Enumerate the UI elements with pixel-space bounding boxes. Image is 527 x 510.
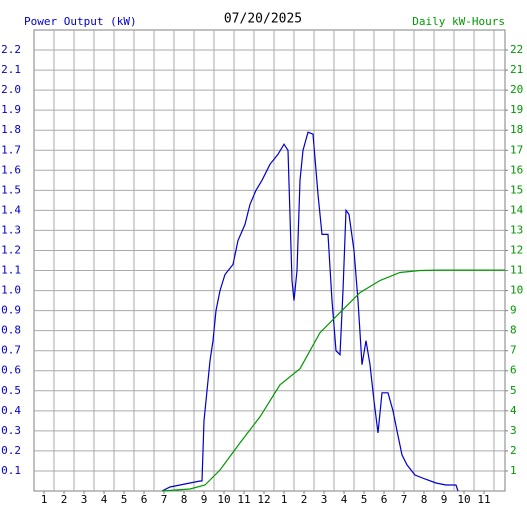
y2-tick-label: 1 <box>510 464 517 477</box>
x-tick-label: 2 <box>301 493 308 506</box>
y-tick-label: 0.4 <box>1 404 21 417</box>
y2-tick-label: 19 <box>510 103 523 116</box>
y-tick-label: 1.3 <box>1 223 21 236</box>
y2-tick-label: 3 <box>510 424 517 437</box>
y-tick-label: 2.2 <box>1 43 21 56</box>
y-tick-label: 0.3 <box>1 424 21 437</box>
y-tick-label: 1.4 <box>1 203 21 216</box>
y2-tick-label: 10 <box>510 284 523 297</box>
y-tick-label: 1.8 <box>1 123 21 136</box>
y-axis-label: Power Output (kW) <box>24 15 137 28</box>
y2-tick-label: 7 <box>510 344 517 357</box>
plot-area <box>33 29 506 492</box>
x-tick-label: 11 <box>477 493 490 506</box>
y-tick-label: 0.9 <box>1 304 21 317</box>
x-tick-label: 10 <box>457 493 470 506</box>
y-tick-label: 0.2 <box>1 444 21 457</box>
x-tick-label: 8 <box>181 493 188 506</box>
x-tick-label: 7 <box>161 493 168 506</box>
x-tick-label: 1 <box>281 493 288 506</box>
y2-tick-label: 21 <box>510 63 523 76</box>
y2-tick-label: 13 <box>510 223 523 236</box>
chart-title: 07/20/2025 <box>224 12 302 27</box>
y-tick-label: 0.6 <box>1 364 21 377</box>
series-line <box>161 131 459 492</box>
x-tick-label: 12 <box>257 493 270 506</box>
y2-tick-label: 14 <box>510 203 524 216</box>
y-tick-label: 1.6 <box>1 163 21 176</box>
x-tick-label: 6 <box>381 493 388 506</box>
x-tick-label: 5 <box>361 493 368 506</box>
y2-tick-label: 20 <box>510 83 523 96</box>
y-tick-label: 1.1 <box>1 264 21 277</box>
y-tick-label: 2.0 <box>1 83 21 96</box>
y2-tick-label: 16 <box>510 163 523 176</box>
x-tick-label: 5 <box>121 493 128 506</box>
y2-tick-label: 18 <box>510 123 523 136</box>
x-tick-label: 3 <box>321 493 328 506</box>
y-tick-label: 1.5 <box>1 183 21 196</box>
x-tick-label: 7 <box>401 493 408 506</box>
y2-tick-label: 6 <box>510 364 517 377</box>
x-tick-label: 8 <box>421 493 428 506</box>
y2-tick-label: 8 <box>510 324 517 337</box>
y-tick-label: 0.5 <box>1 384 21 397</box>
x-tick-label: 10 <box>217 493 230 506</box>
y2-axis-label: Daily kW-Hours <box>412 15 505 28</box>
y2-tick-label: 15 <box>510 183 523 196</box>
y-tick-label: 0.7 <box>1 344 21 357</box>
x-tick-label: 9 <box>441 493 448 506</box>
y2-tick-label: 11 <box>510 264 523 277</box>
y-tick-label: 1.0 <box>1 284 21 297</box>
y2-tick-label: 2 <box>510 444 517 457</box>
y2-tick-label: 4 <box>510 404 517 417</box>
y-tick-label: 0.8 <box>1 324 21 337</box>
y2-tick-label: 17 <box>510 143 523 156</box>
y2-tick-label: 12 <box>510 243 523 256</box>
x-tick-label: 6 <box>141 493 148 506</box>
x-tick-label: 4 <box>341 493 348 506</box>
x-tick-label: 3 <box>81 493 88 506</box>
y-tick-label: 0.1 <box>1 464 21 477</box>
x-tick-label: 1 <box>41 493 48 506</box>
y-tick-label: 1.2 <box>1 243 21 256</box>
x-tick-label: 9 <box>201 493 208 506</box>
x-tick-label: 4 <box>101 493 108 506</box>
y2-tick-label: 5 <box>510 384 517 397</box>
x-tick-label: 11 <box>237 493 250 506</box>
x-tick-label: 2 <box>61 493 68 506</box>
y-tick-label: 2.1 <box>1 63 21 76</box>
y2-tick-label: 9 <box>510 304 517 317</box>
y-tick-label: 1.7 <box>1 143 21 156</box>
y2-tick-label: 22 <box>510 43 523 56</box>
y-tick-label: 1.9 <box>1 103 21 116</box>
series-line <box>161 269 505 492</box>
